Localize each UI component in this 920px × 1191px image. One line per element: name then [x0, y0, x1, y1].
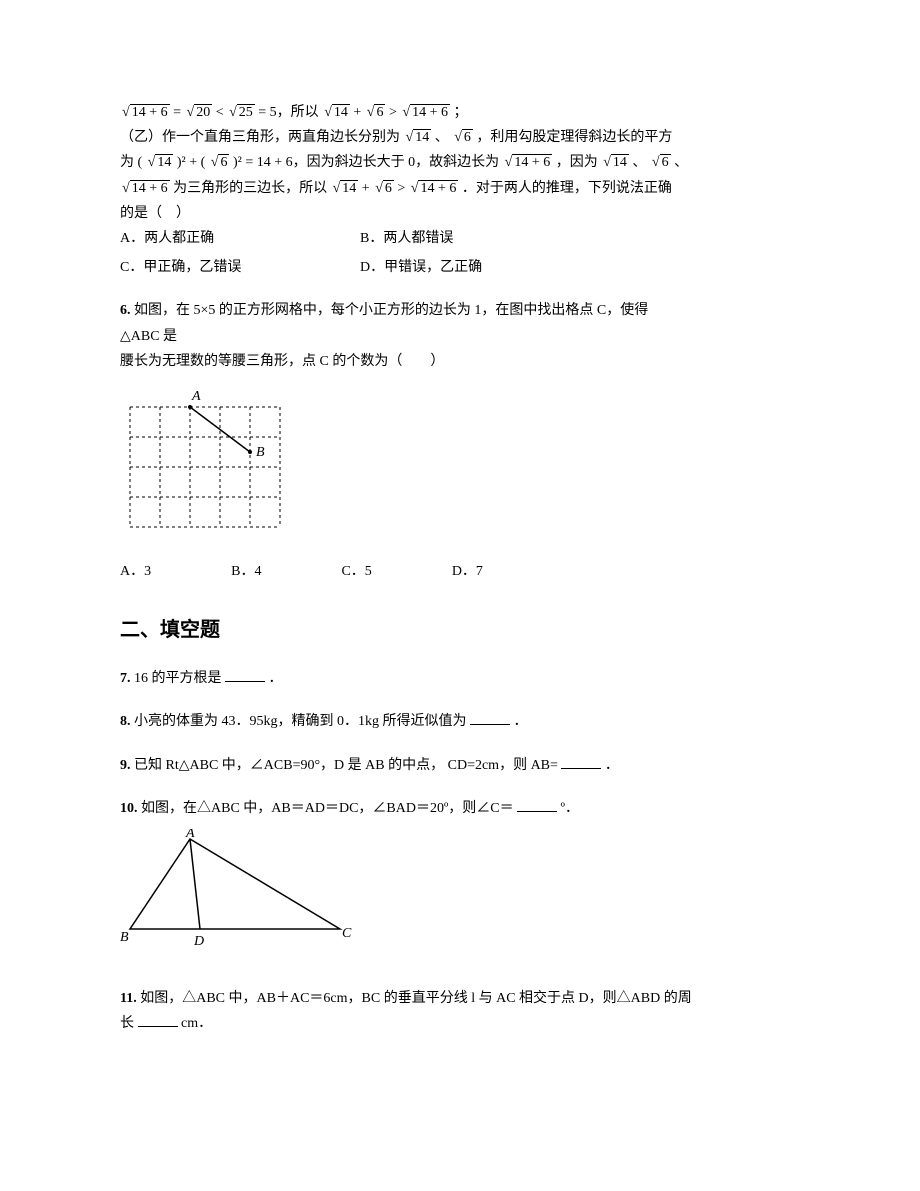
q7-tail: ． [269, 671, 283, 686]
sqrt-20: 20 [185, 100, 213, 125]
sqrt-6-a: 6 [365, 100, 386, 125]
q5-line3-m2: )² = 14 + 6，因为斜边长大于 0，故斜边长为 [233, 155, 503, 170]
q5-line5: 的是（ ） [120, 201, 800, 226]
gt-text: > [389, 105, 400, 120]
q10-labelB: B [120, 930, 129, 945]
sqrt-14-e: 14 [331, 176, 359, 201]
q11-blank[interactable] [138, 1012, 178, 1027]
q6-text1: 如图，在 5×5 的正方形网格中，每个小正方形的边长为 1，在图中找出格点 C，… [134, 303, 648, 318]
q5-line2-sep: 、 [435, 130, 449, 145]
sqrt-6-c: 6 [209, 150, 230, 175]
sqrt-14plus6-c: 14 + 6 [503, 150, 553, 175]
q10-triangle-svg: A B D C [120, 829, 370, 959]
q8-tail: ． [514, 714, 528, 729]
q5-line1: 14 + 6 = 20 < 25 = 5，所以 14 + 6 > 14 + 6 … [120, 100, 800, 125]
q6-grid-svg: A B [120, 382, 320, 542]
q9-blank[interactable] [561, 754, 601, 769]
sqrt-6-d: 6 [650, 150, 671, 175]
q10-labelC: C [342, 926, 352, 941]
q6-optB[interactable]: B．4 [231, 559, 261, 584]
q5-optC[interactable]: C．甲正确，乙错误 [120, 255, 320, 280]
plus-text: + [353, 105, 364, 120]
q11-text2-line: 长 cm． [120, 1011, 800, 1036]
q8-num: 8. [120, 714, 131, 729]
q6-labelB: B [256, 445, 265, 460]
eq-text: = [173, 105, 184, 120]
q5-line3-m3: ，因为 [556, 155, 602, 170]
q9: 9. 已知 Rt△ABC 中，∠ACB=90°，D 是 AB 的中点， CD=2… [120, 753, 800, 778]
q10-blank[interactable] [517, 797, 557, 812]
q5-line3: 为 ( 14 )² + ( 6 )² = 14 + 6，因为斜边长大于 0，故斜… [120, 150, 800, 175]
q6-text3: 腰长为无理数的等腰三角形，点 C 的个数为（ ） [120, 349, 800, 374]
q5-line4: 14 + 6 为三角形的三边长，所以 14 + 6 > 14 + 6 ．对于两人… [120, 176, 800, 201]
q10-labelD: D [193, 934, 204, 949]
sqrt-14-c: 14 [146, 150, 174, 175]
q11-text: 如图，△ABC 中，AB＋AC＝6cm，BC 的垂直平分线 l 与 AC 相交于… [140, 991, 691, 1006]
q11: 11. 如图，△ABC 中，AB＋AC＝6cm，BC 的垂直平分线 l 与 AC… [120, 986, 800, 1036]
q6-optA[interactable]: A．3 [120, 559, 151, 584]
q5-line4-m1: 为三角形的三边长，所以 [173, 181, 331, 196]
q8: 8. 小亮的体重为 43．95kg，精确到 0．1kg 所得近似值为 ． [120, 709, 800, 734]
sqrt-6-e: 6 [373, 176, 394, 201]
q6-num: 6. [120, 303, 131, 318]
q6-text2: △ABC 是 [120, 324, 800, 349]
q6-options: A．3 B．4 C．5 D．7 [120, 559, 800, 584]
sqrt-14plus6-a: 14 + 6 [120, 100, 170, 125]
q6: 6. 如图，在 5×5 的正方形网格中，每个小正方形的边长为 1，在图中找出格点… [120, 298, 800, 584]
q6-labelA: A [191, 389, 201, 404]
q11-text2: 长 [120, 1016, 134, 1031]
q7-text: 16 的平方根是 [134, 671, 222, 686]
q5-line2-pre: （乙）作一个直角三角形，两直角边长分别为 [120, 130, 404, 145]
q5-optA[interactable]: A．两人都正确 [120, 226, 320, 251]
q5-line3-pre: 为 ( [120, 155, 142, 170]
eq5-text: = 5，所以 [258, 105, 322, 120]
q10-num: 10. [120, 801, 138, 816]
q9-num: 9. [120, 758, 131, 773]
q5-optD[interactable]: D．甲错误，乙正确 [360, 255, 560, 280]
q7-blank[interactable] [225, 667, 265, 682]
q8-text: 小亮的体重为 43．95kg，精确到 0．1kg 所得近似值为 [134, 714, 467, 729]
q5-line3-m5: 、 [674, 155, 688, 170]
q10-labelA: A [185, 829, 195, 841]
q8-blank[interactable] [470, 710, 510, 725]
q7: 7. 16 的平方根是 ． [120, 666, 800, 691]
sqrt-6-b: 6 [452, 125, 473, 150]
q9-tail: ． [605, 758, 619, 773]
q6-figure: A B [120, 382, 800, 551]
q5-line4-m3: > [397, 181, 408, 196]
sqrt-14plus6-b: 14 + 6 [400, 100, 450, 125]
q9-text: 已知 Rt△ABC 中，∠ACB=90°，D 是 AB 的中点， CD=2cm，… [134, 758, 558, 773]
sqrt-14-b: 14 [404, 125, 432, 150]
q5-optB[interactable]: B．两人都错误 [360, 226, 560, 251]
q5-line4-m4: ．对于两人的推理，下列说法正确 [462, 181, 672, 196]
lt-text: < [216, 105, 227, 120]
q10: 10. 如图，在△ABC 中，AB＝AD＝DC，∠BAD＝20º，则∠C＝ º．… [120, 796, 800, 968]
q5-continuation: 14 + 6 = 20 < 25 = 5，所以 14 + 6 > 14 + 6 … [120, 100, 800, 280]
sqrt-14plus6-d: 14 + 6 [120, 176, 170, 201]
section2-title: 二、填空题 [120, 612, 800, 648]
q5-options: A．两人都正确 B．两人都错误 C．甲正确，乙错误 D．甲错误，乙正确 [120, 226, 800, 280]
q5-line2: （乙）作一个直角三角形，两直角边长分别为 14 、 6 ，利用勾股定理得斜边长的… [120, 125, 800, 150]
sqrt-25: 25 [227, 100, 255, 125]
q10-text: 如图，在△ABC 中，AB＝AD＝DC，∠BAD＝20º，则∠C＝ [141, 801, 514, 816]
sqrt-14-d: 14 [601, 150, 629, 175]
q5-line3-m1: )² + ( [177, 155, 205, 170]
q10-tail: º． [561, 801, 579, 816]
q6-optC[interactable]: C．5 [341, 559, 371, 584]
q5-line2-post: ，利用勾股定理得斜边长的平方 [476, 130, 672, 145]
sqrt-14-a: 14 [322, 100, 350, 125]
sqrt-14plus6-e: 14 + 6 [409, 176, 459, 201]
semi-text: ； [453, 105, 467, 120]
q5-line4-m2: + [362, 181, 373, 196]
q5-line3-m4: 、 [632, 155, 646, 170]
q11-num: 11. [120, 991, 137, 1006]
q6-optD[interactable]: D．7 [452, 559, 483, 584]
q11-tail: cm． [181, 1016, 212, 1031]
q10-figure: A B D C [120, 829, 800, 968]
q7-num: 7. [120, 671, 131, 686]
